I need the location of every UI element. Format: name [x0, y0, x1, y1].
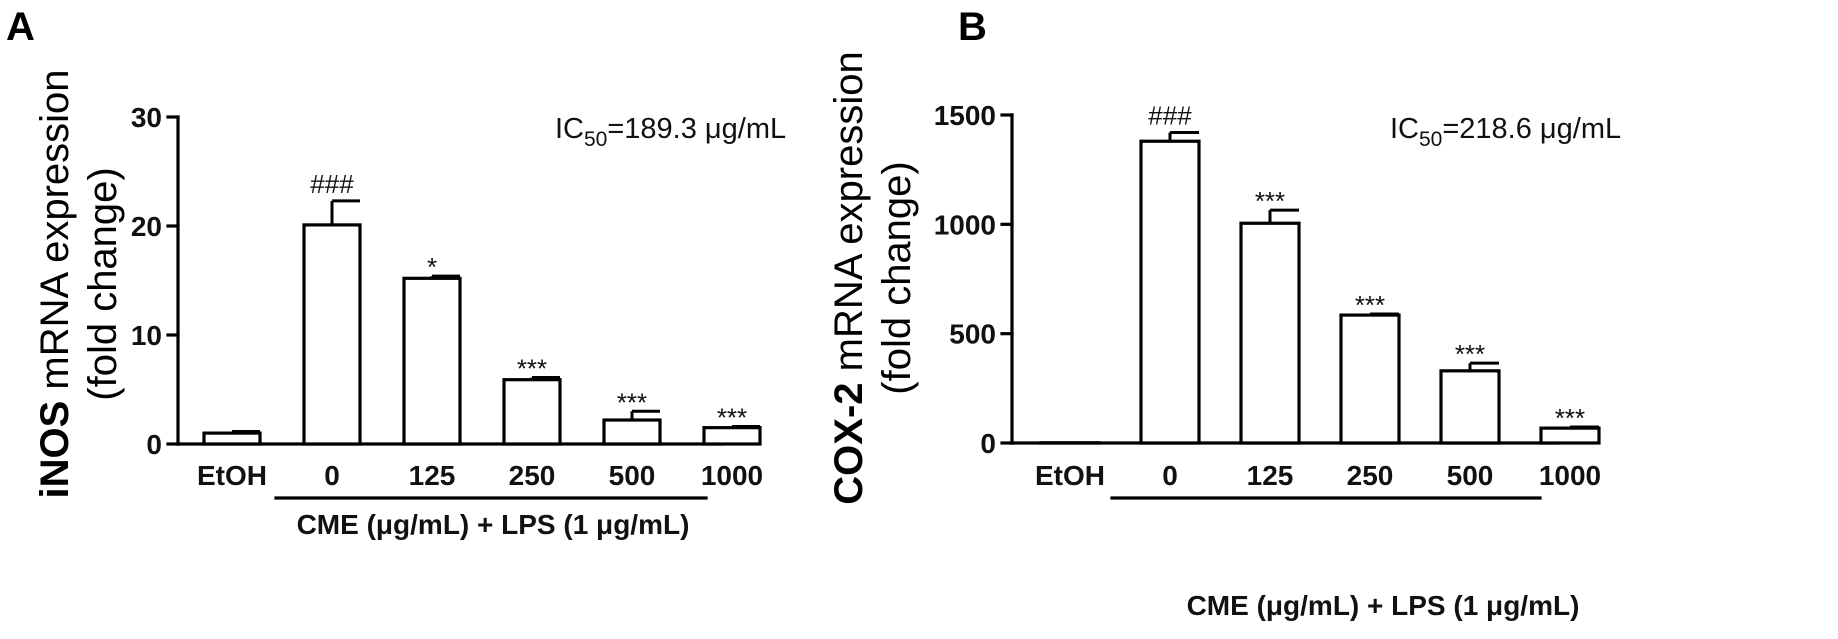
y-axis-label-line1: iNOS mRNA expression [33, 69, 77, 498]
ic50-prefix: IC [555, 113, 584, 145]
x-tick-label: 1000 [701, 460, 763, 491]
bar [1239, 221, 1301, 445]
significance-label: * [427, 252, 437, 282]
significance-label: *** [517, 354, 547, 384]
y-axis-label-rest: mRNA expression [827, 51, 871, 382]
x-tick-label: 1000 [1539, 460, 1601, 491]
panel-label: B [958, 5, 987, 49]
y-tick-label: 0 [980, 428, 996, 459]
group-label: CME (μg/mL) + LPS (1 μg/mL) [1187, 590, 1580, 621]
y-tick-label: 1500 [934, 100, 996, 131]
significance-label: *** [717, 403, 747, 433]
significance-label: ### [1148, 100, 1192, 130]
bar [1439, 369, 1501, 445]
y-axis-label-line2: (fold change) [81, 167, 125, 400]
significance-label: *** [1455, 339, 1485, 369]
y-axis-label-line1: COX-2 mRNA expression [827, 51, 871, 504]
bar [1139, 139, 1201, 445]
y-axis-label-line2: (fold change) [875, 161, 919, 394]
panel-a: A iNOS mRNA expression (fold change) IC5… [6, 5, 786, 540]
x-tick-label: EtOH [197, 460, 267, 491]
x-tick-label: EtOH [1035, 460, 1105, 491]
ic50-annotation: IC50=218.6 μg/mL [1390, 113, 1621, 151]
panel-b: B COX-2 mRNA expression (fold change) IC… [827, 5, 1621, 621]
ic50-annotation: IC50=189.3 μg/mL [555, 113, 786, 151]
ic50-subscript: 50 [584, 128, 607, 151]
bar [502, 378, 562, 446]
y-axis-label-rest: mRNA expression [33, 69, 77, 400]
bar [1339, 313, 1401, 445]
x-tick-label: 125 [1247, 460, 1294, 491]
plot-area: 0 500 1000 1500 EtOH ### 0 *** 125 *** 250 *** 500 **… [934, 100, 1601, 500]
ic50-value: =189.3 μg/mL [607, 113, 786, 145]
group-label: CME (μg/mL) + LPS (1 μg/mL) [297, 509, 690, 540]
x-tick-label: 0 [1162, 460, 1178, 491]
ic50-subscript: 50 [1419, 128, 1442, 151]
x-tick-label: 125 [409, 460, 456, 491]
bar [302, 223, 362, 446]
significance-label: *** [1355, 290, 1385, 320]
y-tick-label: 500 [949, 319, 996, 350]
y-tick-label: 0 [146, 429, 162, 460]
plot-area: 0 10 20 30 EtOH ### 0 * 125 *** 250 *** 500 *** 1000 [131, 102, 763, 500]
significance-label: *** [1255, 186, 1285, 216]
bar [202, 431, 262, 446]
bar [602, 418, 662, 446]
x-tick-label: 250 [509, 460, 556, 491]
x-tick-label: 500 [1447, 460, 1494, 491]
y-axis-label-gene: COX-2 [827, 382, 871, 504]
x-tick-label: 250 [1347, 460, 1394, 491]
y-tick-label: 10 [131, 320, 162, 351]
significance-label: *** [617, 387, 647, 417]
panel-label: A [6, 5, 35, 49]
y-tick-label: 20 [131, 211, 162, 242]
significance-label: *** [1555, 403, 1585, 433]
y-tick-label: 30 [131, 102, 162, 133]
y-axis-label-gene: iNOS [33, 401, 77, 499]
ic50-value: =218.6 μg/mL [1442, 113, 1621, 145]
x-tick-label: 500 [609, 460, 656, 491]
ic50-prefix: IC [1390, 113, 1419, 145]
y-tick-label: 1000 [934, 209, 996, 240]
x-tick-label: 0 [324, 460, 340, 491]
significance-label: ### [310, 169, 354, 199]
bar [402, 276, 462, 446]
